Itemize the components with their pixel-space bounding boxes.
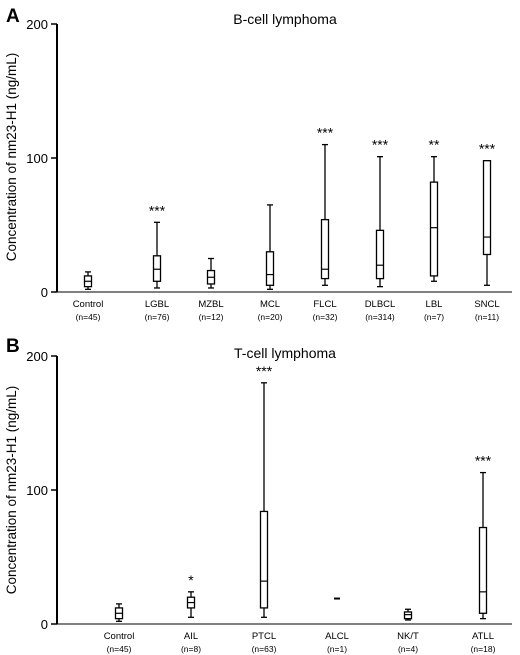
panel-b-x-tick-label: ATLL: [472, 631, 494, 642]
panel-b-sample-size-label: (n=18): [471, 644, 496, 654]
panel-a-x-tick-label: DLBCL: [365, 299, 396, 310]
panel-a-x-tick-label: MZBL: [198, 299, 223, 310]
panel-a-x-tick-label: LBL: [426, 299, 443, 310]
panel-a-x-tick-label: MCL: [260, 299, 280, 310]
panel-a-significance-marker: ***: [149, 202, 166, 218]
panel-a-box: [482, 160, 492, 256]
panel-a-box: [375, 229, 385, 280]
panel-a-x-tick-label: LGBL: [145, 299, 169, 310]
panel-b-box: [259, 510, 269, 609]
panel-a-sample-size-label: (n=7): [424, 312, 444, 322]
panel-a-title: B-cell lymphoma: [233, 11, 337, 27]
panel-letter-b: B: [6, 336, 20, 357]
panel-a-y-tick-label: 200: [26, 17, 48, 32]
panel-a-x-tick-label: FLCL: [313, 299, 336, 310]
panel-b-y-axis-label: Concentration of nm23-H1 (ng/mL): [4, 386, 19, 595]
panel-a-y-tick-label: 100: [26, 151, 48, 166]
panel-a-sample-size-label: (n=20): [258, 312, 283, 322]
panel-a-sample-size-label: (n=32): [313, 312, 338, 322]
panel-a-sample-size-label: (n=12): [199, 312, 224, 322]
panel-a-box: [320, 218, 330, 280]
panel-a-sample-size-label: (n=45): [76, 312, 101, 322]
panel-b-sample-size-label: (n=8): [181, 644, 201, 654]
panel-a-significance-marker: ***: [479, 141, 496, 157]
panel-b-sample-size-label: (n=4): [398, 644, 418, 654]
panel-a-significance-marker: ***: [317, 125, 334, 141]
panel-a-x-tick-label: Control: [73, 299, 104, 310]
panel-a-box: [429, 181, 439, 277]
panel-b: B T-cell lymphoma Concentration of nm23-…: [4, 336, 512, 654]
panel-b-x-tick-label: ALCL: [325, 631, 349, 642]
panel-b-sample-size-label: (n=45): [107, 644, 132, 654]
panel-b-significance-marker: ***: [256, 363, 273, 379]
panel-a-x-tick-label: SNCL: [474, 299, 499, 310]
panel-b-x-tick-label: PTCL: [252, 631, 276, 642]
panel-b-significance-marker: *: [188, 572, 194, 588]
panel-b-title: T-cell lymphoma: [234, 345, 336, 361]
panel-b-sample-size-label: (n=1): [327, 644, 347, 654]
panel-b-x-tick-label: Control: [104, 631, 135, 642]
panel-b-sample-size-label: (n=63): [252, 644, 277, 654]
panel-a-y-axis-label: Concentration of nm23-H1 (ng/mL): [4, 53, 19, 262]
panel-a-box: [152, 255, 162, 282]
panel-b-y-tick-label: 200: [26, 349, 48, 364]
panel-b-box: [403, 611, 413, 620]
panel-b-y-tick-label: 0: [41, 617, 48, 632]
panel-a-sample-size-label: (n=76): [145, 312, 170, 322]
panel-a: A B-cell lymphoma Concentration of nm23-…: [4, 6, 512, 322]
panel-a-sample-size-label: (n=314): [365, 312, 395, 322]
panel-a-sample-size-label: (n=11): [475, 312, 499, 322]
panel-a-significance-marker: **: [429, 137, 440, 153]
panel-a-significance-marker: ***: [372, 137, 389, 153]
panel-letter-a: A: [6, 6, 20, 27]
panel-a-box: [265, 251, 275, 286]
panel-b-significance-marker: ***: [475, 453, 492, 469]
panel-b-x-tick-label: NK/T: [397, 631, 419, 642]
panel-a-y-tick-label: 0: [41, 285, 48, 300]
panel-b-y-tick-label: 100: [26, 483, 48, 498]
panel-b-x-tick-label: AIL: [184, 631, 198, 642]
panel-b-box: [478, 526, 488, 614]
